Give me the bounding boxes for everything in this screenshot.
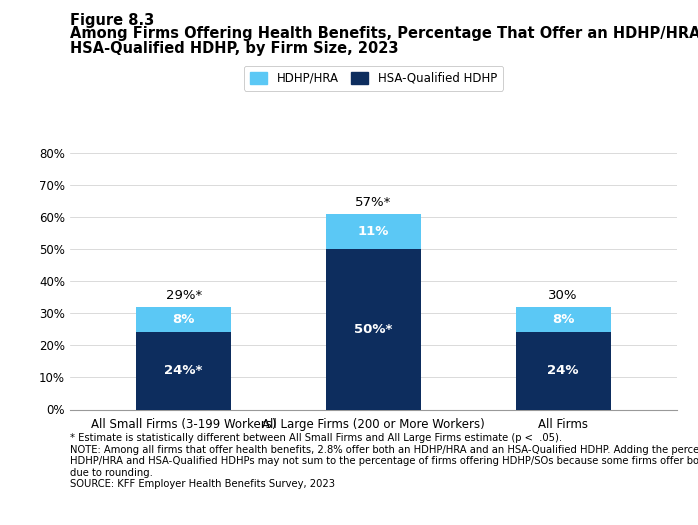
Text: * Estimate is statistically different between All Small Firms and All Large Firm: * Estimate is statistically different be… <box>70 433 562 443</box>
Legend: HDHP/HRA, HSA-Qualified HDHP: HDHP/HRA, HSA-Qualified HDHP <box>244 66 503 91</box>
Bar <box>516 332 611 410</box>
Text: 8%: 8% <box>552 313 574 326</box>
Text: HDHP/HRA and HSA-Qualified HDHPs may not sum to the percentage of firms offering: HDHP/HRA and HSA-Qualified HDHPs may not… <box>70 456 698 466</box>
Bar <box>326 214 421 249</box>
Text: 24%: 24% <box>547 364 579 377</box>
Text: due to rounding.: due to rounding. <box>70 468 153 478</box>
Text: Among Firms Offering Health Benefits, Percentage That Offer an HDHP/HRA and/or a: Among Firms Offering Health Benefits, Pe… <box>70 26 698 41</box>
Text: HSA-Qualified HDHP, by Firm Size, 2023: HSA-Qualified HDHP, by Firm Size, 2023 <box>70 41 399 56</box>
Text: 57%*: 57%* <box>355 196 392 209</box>
Text: 8%: 8% <box>172 313 195 326</box>
Bar <box>516 307 611 332</box>
Text: 50%*: 50%* <box>355 323 392 335</box>
Text: 24%*: 24%* <box>165 364 203 377</box>
Bar <box>136 307 231 332</box>
Text: SOURCE: KFF Employer Health Benefits Survey, 2023: SOURCE: KFF Employer Health Benefits Sur… <box>70 479 335 489</box>
Text: 11%: 11% <box>358 225 389 238</box>
Text: NOTE: Among all firms that offer health benefits, 2.8% offer both an HDHP/HRA an: NOTE: Among all firms that offer health … <box>70 445 698 455</box>
Bar <box>136 332 231 410</box>
Bar <box>326 249 421 410</box>
Text: Figure 8.3: Figure 8.3 <box>70 13 154 28</box>
Text: 29%*: 29%* <box>165 289 202 302</box>
Text: 30%: 30% <box>549 289 578 302</box>
